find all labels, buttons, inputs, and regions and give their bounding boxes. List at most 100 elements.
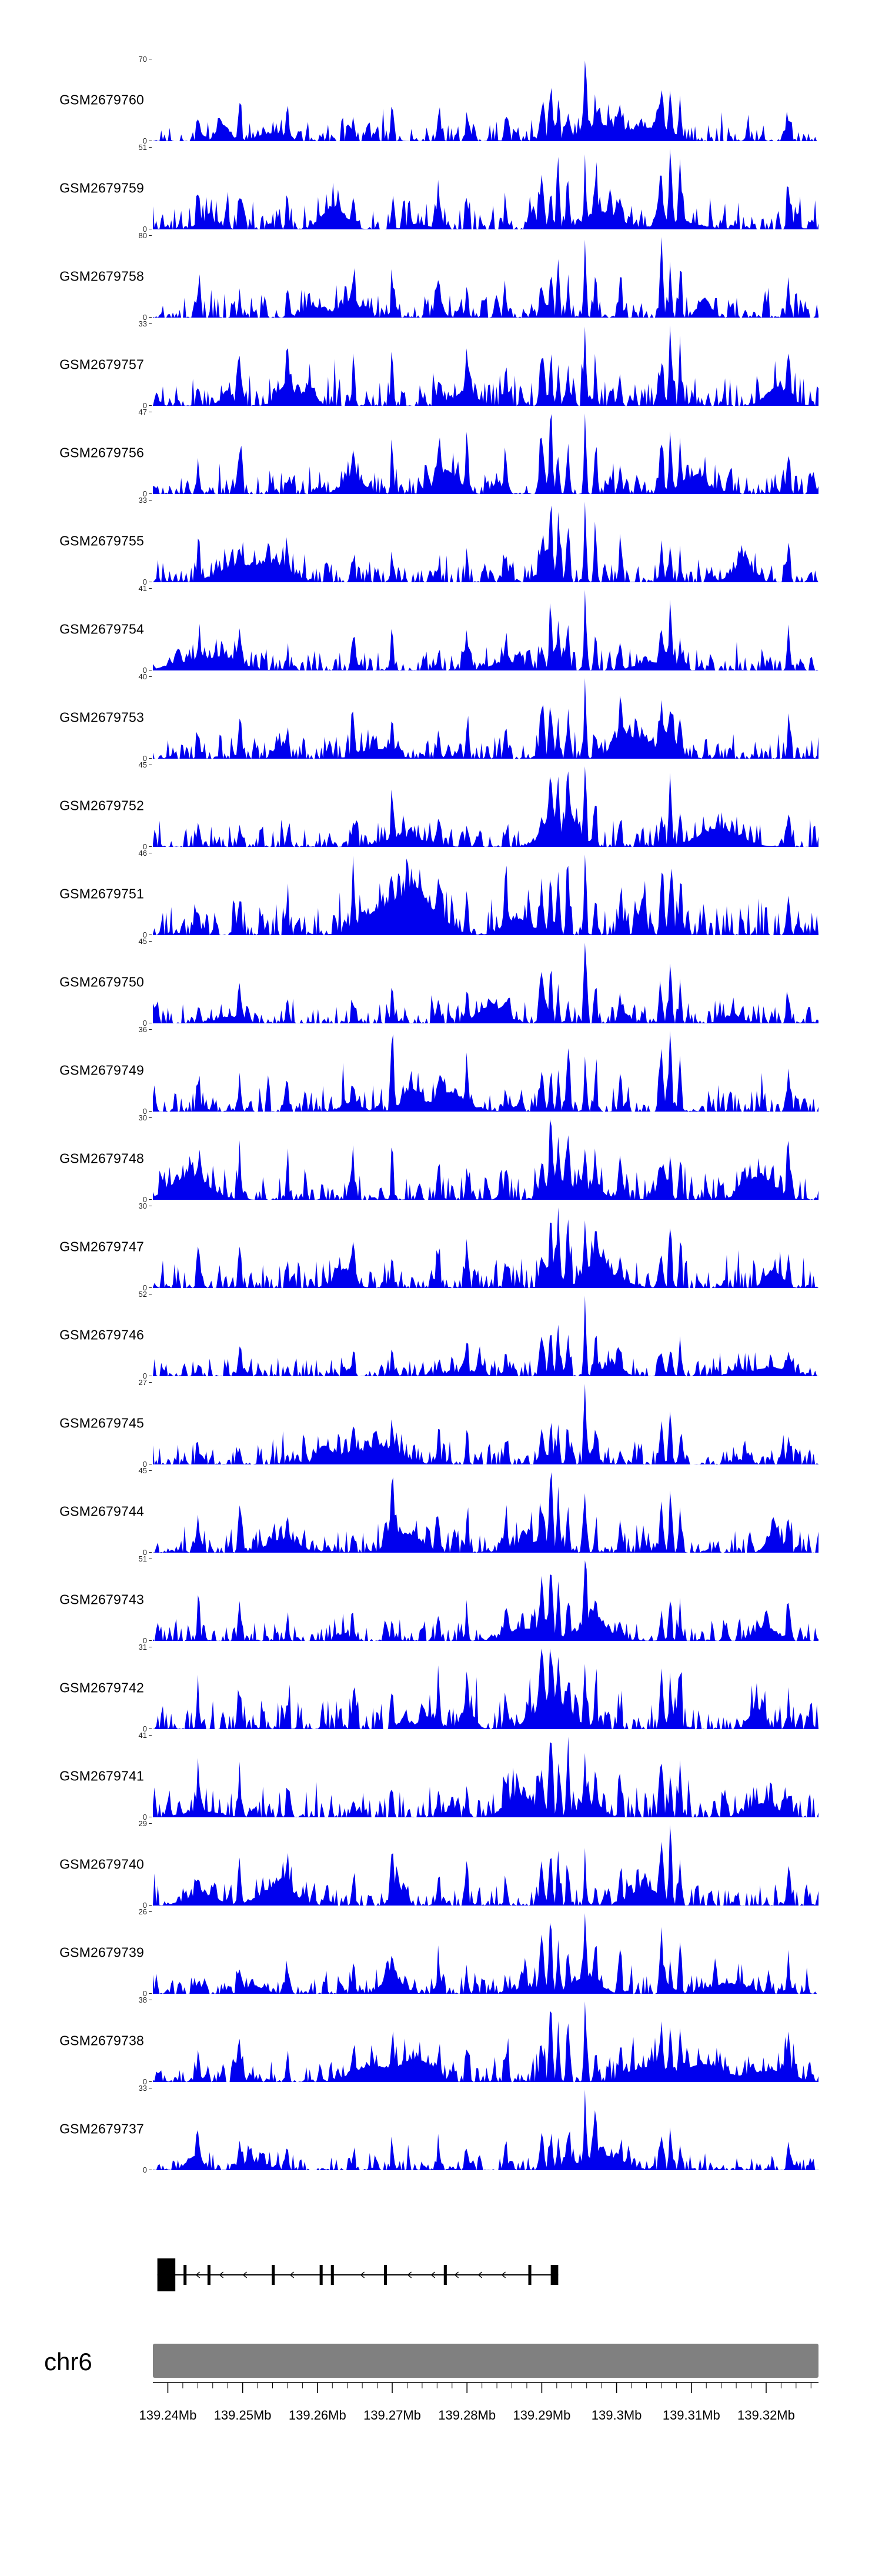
track-label: GSM2679757 xyxy=(59,356,144,372)
coverage-area xyxy=(153,2090,818,2170)
coverage-area xyxy=(153,149,818,229)
y-axis-max-label: 41 xyxy=(138,1731,147,1740)
y-axis-max-label: 33 xyxy=(138,496,147,505)
track-label: GSM2679738 xyxy=(59,2033,144,2048)
y-axis-max-label: 31 xyxy=(138,1643,147,1651)
y-axis-tick xyxy=(149,941,152,942)
y-axis-tick xyxy=(149,1993,152,1994)
y-axis-zero-label: 0 xyxy=(142,401,147,410)
gene-exon xyxy=(207,2265,211,2285)
y-axis-zero-label: 0 xyxy=(142,1901,147,1910)
track-label: GSM2679744 xyxy=(59,1503,144,1519)
y-axis-max-label: 51 xyxy=(138,143,147,152)
gene-exon xyxy=(528,2265,532,2285)
axis-tick-label: 139.29Mb xyxy=(513,2408,571,2422)
y-axis-tick xyxy=(149,1029,152,1030)
track-label: GSM2679740 xyxy=(59,1856,144,1872)
coverage-track: GSM2679740 29 0 xyxy=(0,1819,882,1910)
axis-tick-label: 139.27Mb xyxy=(363,2408,421,2422)
track-label: GSM2679748 xyxy=(59,1150,144,1166)
coverage-area xyxy=(153,1384,818,1464)
coverage-polygon xyxy=(153,1031,818,1112)
coverage-area xyxy=(153,1649,818,1729)
coverage-polygon xyxy=(153,1207,818,1288)
y-axis-tick xyxy=(149,493,152,494)
y-axis-max-label: 46 xyxy=(138,849,147,857)
coverage-track: GSM2679756 47 0 xyxy=(0,408,882,498)
y-axis-tick xyxy=(149,1735,152,1736)
coverage-track: GSM2679757 33 0 xyxy=(0,319,882,410)
y-axis-max-label: 29 xyxy=(138,1819,147,1828)
coverage-area xyxy=(153,1825,818,1906)
y-axis-tick xyxy=(149,1199,152,1200)
coverage-track: GSM2679737 33 0 xyxy=(0,2084,882,2174)
coverage-track: GSM2679738 38 0 xyxy=(0,1996,882,2086)
track-label: GSM2679754 xyxy=(59,621,144,637)
y-axis-zero-label: 0 xyxy=(142,225,147,233)
track-label: GSM2679750 xyxy=(59,974,144,990)
y-axis-max-label: 51 xyxy=(138,1554,147,1563)
y-axis-tick xyxy=(149,1640,152,1641)
y-axis-tick xyxy=(149,588,152,589)
strand-arrow xyxy=(501,2271,506,2278)
y-axis-zero-label: 0 xyxy=(142,1019,147,1027)
track-label: GSM2679753 xyxy=(59,709,144,725)
y-axis-tick xyxy=(149,1111,152,1112)
y-axis-zero-label: 0 xyxy=(142,930,147,939)
axis-tick-label: 139.3Mb xyxy=(591,2408,642,2422)
coverage-polygon xyxy=(153,502,818,582)
gene-exon xyxy=(330,2265,334,2285)
strand-arrow xyxy=(195,2271,201,2278)
strand-arrow xyxy=(360,2271,365,2278)
y-axis-tick xyxy=(149,1552,152,1553)
coverage-polygon xyxy=(153,1737,818,1817)
y-axis-max-label: 41 xyxy=(138,584,147,593)
track-label: GSM2679758 xyxy=(59,268,144,284)
y-axis-zero-label: 0 xyxy=(142,754,147,763)
coverage-area xyxy=(153,590,818,670)
coverage-polygon xyxy=(153,1649,818,1729)
y-axis-max-label: 33 xyxy=(138,319,147,328)
y-axis-max-label: 30 xyxy=(138,1113,147,1122)
y-axis-max-label: 33 xyxy=(138,2084,147,2093)
coverage-track: GSM2679752 45 0 xyxy=(0,760,882,851)
coverage-area xyxy=(153,61,818,141)
track-label: GSM2679752 xyxy=(59,798,144,813)
y-axis-zero-label: 0 xyxy=(142,1460,147,1469)
strand-arrow xyxy=(407,2271,412,2278)
y-axis-tick xyxy=(149,323,152,324)
coverage-polygon xyxy=(153,325,818,406)
coverage-polygon xyxy=(153,2001,818,2082)
chromosome-label: chr6 xyxy=(44,2348,92,2375)
y-axis-tick xyxy=(149,405,152,406)
coverage-polygon xyxy=(153,149,818,229)
y-axis-max-label: 45 xyxy=(138,760,147,769)
coverage-area xyxy=(153,413,818,494)
y-axis-zero-label: 0 xyxy=(142,489,147,498)
coverage-area xyxy=(153,855,818,935)
y-axis-max-label: 26 xyxy=(138,1907,147,1916)
y-axis-zero-label: 0 xyxy=(142,1283,147,1292)
axis-tick-label: 139.31Mb xyxy=(662,2408,720,2422)
track-label: GSM2679751 xyxy=(59,886,144,902)
track-label: GSM2679743 xyxy=(59,1591,144,1607)
y-axis-tick xyxy=(149,1911,152,1912)
y-axis-tick xyxy=(149,1382,152,1383)
y-axis-tick xyxy=(149,1287,152,1288)
coverage-area xyxy=(153,2001,818,2082)
coverage-polygon xyxy=(153,855,818,935)
coverage-track: GSM2679742 31 0 xyxy=(0,1643,882,1733)
coverage-polygon xyxy=(153,766,818,847)
y-axis-tick xyxy=(149,1905,152,1906)
coverage-area xyxy=(153,1472,818,1553)
ideogram-bar xyxy=(153,2344,818,2378)
coverage-track: GSM2679748 30 0 xyxy=(0,1113,882,1204)
y-axis-zero-label: 0 xyxy=(142,1107,147,1116)
y-axis-tick xyxy=(149,846,152,847)
axis-tick-label: 139.26Mb xyxy=(288,2408,346,2422)
coverage-area xyxy=(153,1031,818,1112)
y-axis-zero-label: 0 xyxy=(142,1372,147,1380)
coverage-area xyxy=(153,237,818,318)
y-axis-zero-label: 0 xyxy=(142,842,147,851)
